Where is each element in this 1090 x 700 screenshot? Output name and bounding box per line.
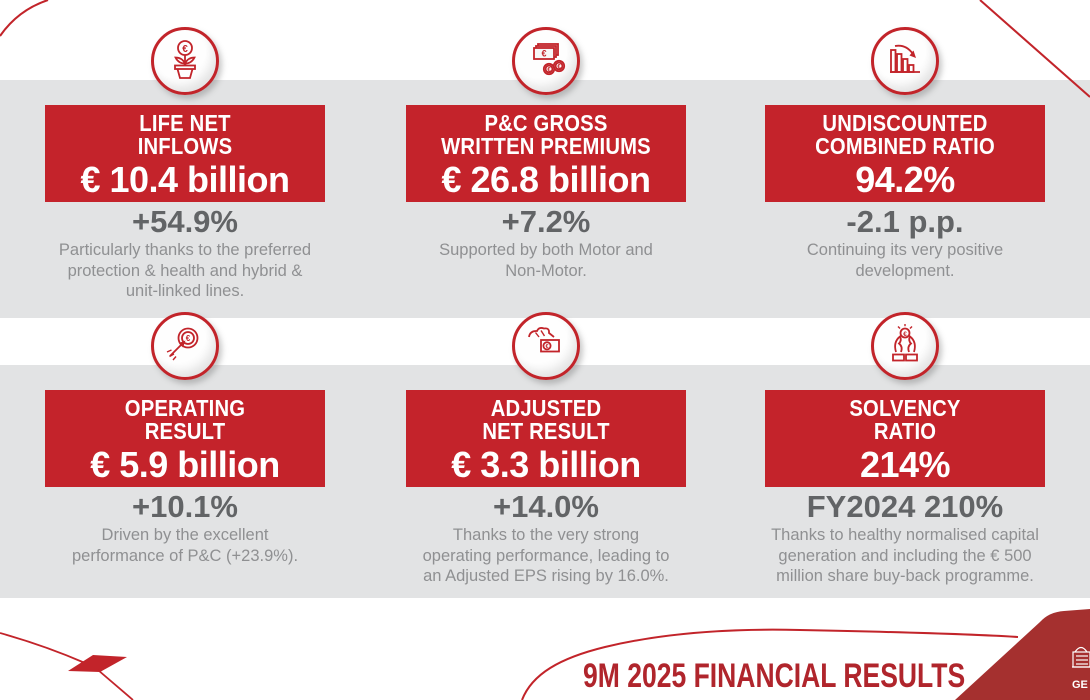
metric-box: SOLVENCY RATIO 214% — [765, 390, 1045, 487]
bottom-right-corner-decoration: GE — [521, 609, 1090, 700]
target-arrow-icon: € — [151, 312, 219, 380]
metric-title: OPERATING RESULT — [124, 395, 246, 444]
declining-bars-icon — [871, 27, 939, 95]
metric-box: UNDISCOUNTED COMBINED RATIO 94.2% — [765, 105, 1045, 202]
svg-text:€: € — [182, 44, 188, 55]
metric-description: Continuing its very positive development… — [806, 241, 1004, 280]
metric-card-operating-result: € OPERATING RESULT € 5.9 billion +10.1% … — [15, 0, 355, 700]
metric-title: SOLVENCY RATIO — [849, 395, 961, 444]
bottom-left-swoosh-decoration — [0, 632, 134, 700]
svg-text:€: € — [547, 67, 551, 73]
metric-card-life-net-inflows: € LIFE NET INFLOWS € 10.4 billion +54.9%… — [15, 0, 355, 700]
metric-change: +54.9% — [131, 204, 238, 239]
svg-text:€: € — [186, 334, 191, 343]
euro-plant-icon: € — [151, 27, 219, 95]
metric-value: € 26.8 billion — [441, 159, 651, 200]
metric-value: 214% — [859, 444, 951, 485]
metric-title: LIFE NET INFLOWS — [137, 110, 233, 159]
metric-change: FY2024 210% — [806, 489, 1004, 524]
metric-box: P&C GROSS WRITTEN PREMIUMS € 26.8 billio… — [406, 105, 686, 202]
metric-card-solvency-ratio: € SOLVENCY RATIO 214% FY2024 210% Thanks… — [735, 0, 1075, 700]
metric-change: +10.1% — [131, 489, 238, 524]
svg-text:€: € — [541, 49, 546, 59]
metric-description: Thanks to healthy normalised capital gen… — [771, 526, 1039, 585]
top-left-arc-decoration — [0, 0, 49, 37]
banknotes-coins-icon: € € € — [512, 27, 580, 95]
metric-card-pc-gross-written-premiums: € € € P&C GROSS WRITTEN PREMIUMS € 26.8 … — [376, 0, 716, 700]
metric-title: UNDISCOUNTED COMBINED RATIO — [815, 110, 995, 159]
svg-text:€: € — [557, 64, 561, 70]
footer-title: 9M 2025 FINANCIAL RESULTS — [583, 657, 966, 695]
metric-card-adjusted-net-result: € ADJUSTED NET RESULT € 3.3 billion +14.… — [376, 0, 716, 700]
hand-payment-icon: € — [512, 312, 580, 380]
metric-change: +7.2% — [501, 204, 591, 239]
metric-title: ADJUSTED NET RESULT — [482, 395, 610, 444]
metric-description: Driven by the excellent performance of P… — [71, 526, 299, 565]
top-right-diagonal-decoration — [979, 0, 1090, 98]
metric-box: ADJUSTED NET RESULT € 3.3 billion — [406, 390, 686, 487]
metric-description: Supported by both Motor and Non-Motor. — [439, 241, 653, 280]
metric-card-undiscounted-combined-ratio: UNDISCOUNTED COMBINED RATIO 94.2% -2.1 p… — [735, 0, 1075, 700]
metric-description: Thanks to the very strong operating perf… — [422, 526, 670, 585]
svg-text:€: € — [545, 344, 548, 350]
metric-value: € 5.9 billion — [90, 444, 280, 485]
hands-coin-icon: € — [871, 312, 939, 380]
corner-wedge — [955, 609, 1090, 700]
metric-value: € 10.4 billion — [80, 159, 290, 200]
svg-text:€: € — [903, 331, 907, 338]
metric-description: Particularly thanks to the preferred pro… — [58, 241, 312, 300]
generali-crest-icon — [1072, 646, 1090, 668]
metric-title: P&C GROSS WRITTEN PREMIUMS — [441, 110, 651, 159]
metric-change: -2.1 p.p. — [846, 204, 964, 239]
metric-value: € 3.3 billion — [451, 444, 641, 485]
generali-logo-text: GE — [1072, 679, 1088, 691]
metric-value: 94.2% — [855, 159, 955, 200]
metric-change: +14.0% — [492, 489, 599, 524]
metric-box: OPERATING RESULT € 5.9 billion — [45, 390, 325, 487]
metric-box: LIFE NET INFLOWS € 10.4 billion — [45, 105, 325, 202]
